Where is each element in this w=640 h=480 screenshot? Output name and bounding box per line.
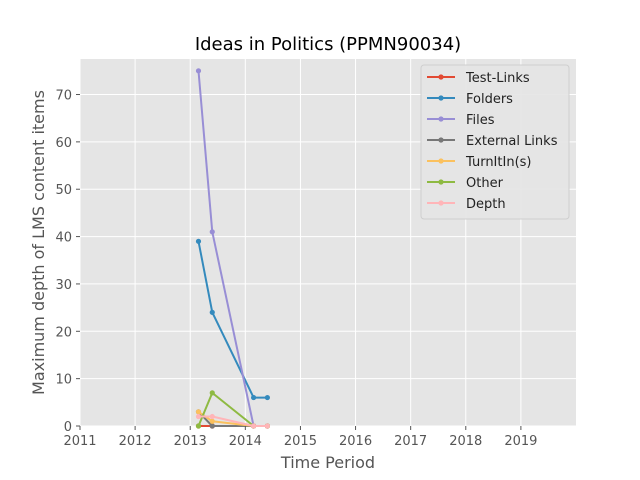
x-tick-label: 2016 bbox=[339, 434, 372, 449]
legend-item: Other bbox=[427, 176, 504, 191]
x-axis-label: Time Period bbox=[280, 453, 375, 472]
x-tick-label: 2013 bbox=[174, 434, 207, 449]
legend-item: Test-Links bbox=[427, 71, 530, 86]
data-point bbox=[264, 423, 270, 429]
legend: Test-Links Folders Files External Links Turn… bbox=[420, 64, 570, 220]
legend-label: Other bbox=[466, 176, 504, 191]
axis-ticks: 2011 2012 2013 2014 2015 2016 2017 2018 2019 0 10 2… bbox=[55, 89, 537, 449]
legend-marker bbox=[438, 95, 444, 101]
y-tick-label: 60 bbox=[55, 136, 72, 151]
x-tick-label: 2019 bbox=[504, 434, 537, 449]
data-point bbox=[195, 409, 202, 415]
y-tick-label: 50 bbox=[55, 183, 72, 198]
legend-marker bbox=[438, 137, 444, 143]
legend-item: Folders bbox=[427, 92, 513, 107]
x-tick-label: 2011 bbox=[63, 434, 96, 449]
y-tick-label: 70 bbox=[55, 89, 72, 104]
data-point bbox=[209, 229, 215, 235]
chart-title: Ideas in Politics (PPMN90034) bbox=[195, 34, 461, 55]
y-axis-label: Maximum depth of LMS content items bbox=[29, 90, 48, 395]
legend-label: Test-Links bbox=[465, 71, 530, 86]
x-tick-label: 2017 bbox=[394, 434, 427, 449]
data-point bbox=[195, 68, 202, 74]
series-line bbox=[198, 415, 268, 427]
data-point bbox=[251, 394, 257, 401]
series-group bbox=[195, 238, 270, 401]
x-tick-label: 2015 bbox=[284, 434, 317, 449]
data-point bbox=[209, 413, 215, 420]
legend-label: Depth bbox=[466, 197, 506, 212]
data-point bbox=[209, 390, 215, 396]
legend-item: Depth bbox=[427, 197, 506, 212]
legend-marker bbox=[438, 158, 444, 164]
legend-item: External Links bbox=[427, 134, 558, 149]
legend-label: Folders bbox=[466, 92, 513, 107]
data-point bbox=[209, 309, 215, 315]
data-point bbox=[195, 238, 202, 244]
y-tick-label: 40 bbox=[55, 231, 72, 246]
data-point bbox=[209, 423, 215, 429]
legend-label: TurnItIn(s) bbox=[465, 155, 531, 170]
legend-item: Files bbox=[427, 113, 495, 128]
data-point bbox=[264, 394, 270, 401]
y-tick-label: 30 bbox=[55, 278, 72, 293]
legend-marker bbox=[438, 179, 444, 185]
legend-marker bbox=[438, 74, 444, 80]
data-point bbox=[195, 413, 202, 420]
legend-label: Files bbox=[466, 113, 495, 128]
legend-label: External Links bbox=[466, 134, 558, 149]
legend-box bbox=[420, 64, 570, 220]
legend-marker bbox=[438, 116, 444, 122]
series-layer bbox=[195, 68, 270, 429]
y-tick-label: 0 bbox=[64, 420, 72, 435]
series-line bbox=[197, 241, 268, 399]
y-tick-label: 20 bbox=[55, 325, 72, 340]
x-tick-label: 2014 bbox=[229, 434, 262, 449]
legend-item: TurnItIn(s) bbox=[427, 155, 531, 170]
data-point bbox=[195, 423, 202, 429]
data-point bbox=[251, 423, 257, 429]
x-tick-label: 2012 bbox=[119, 434, 152, 449]
legend-marker bbox=[438, 200, 444, 206]
series-group bbox=[195, 413, 270, 429]
x-tick-label: 2018 bbox=[449, 434, 482, 449]
data-point bbox=[209, 418, 215, 424]
y-tick-label: 10 bbox=[55, 373, 72, 388]
